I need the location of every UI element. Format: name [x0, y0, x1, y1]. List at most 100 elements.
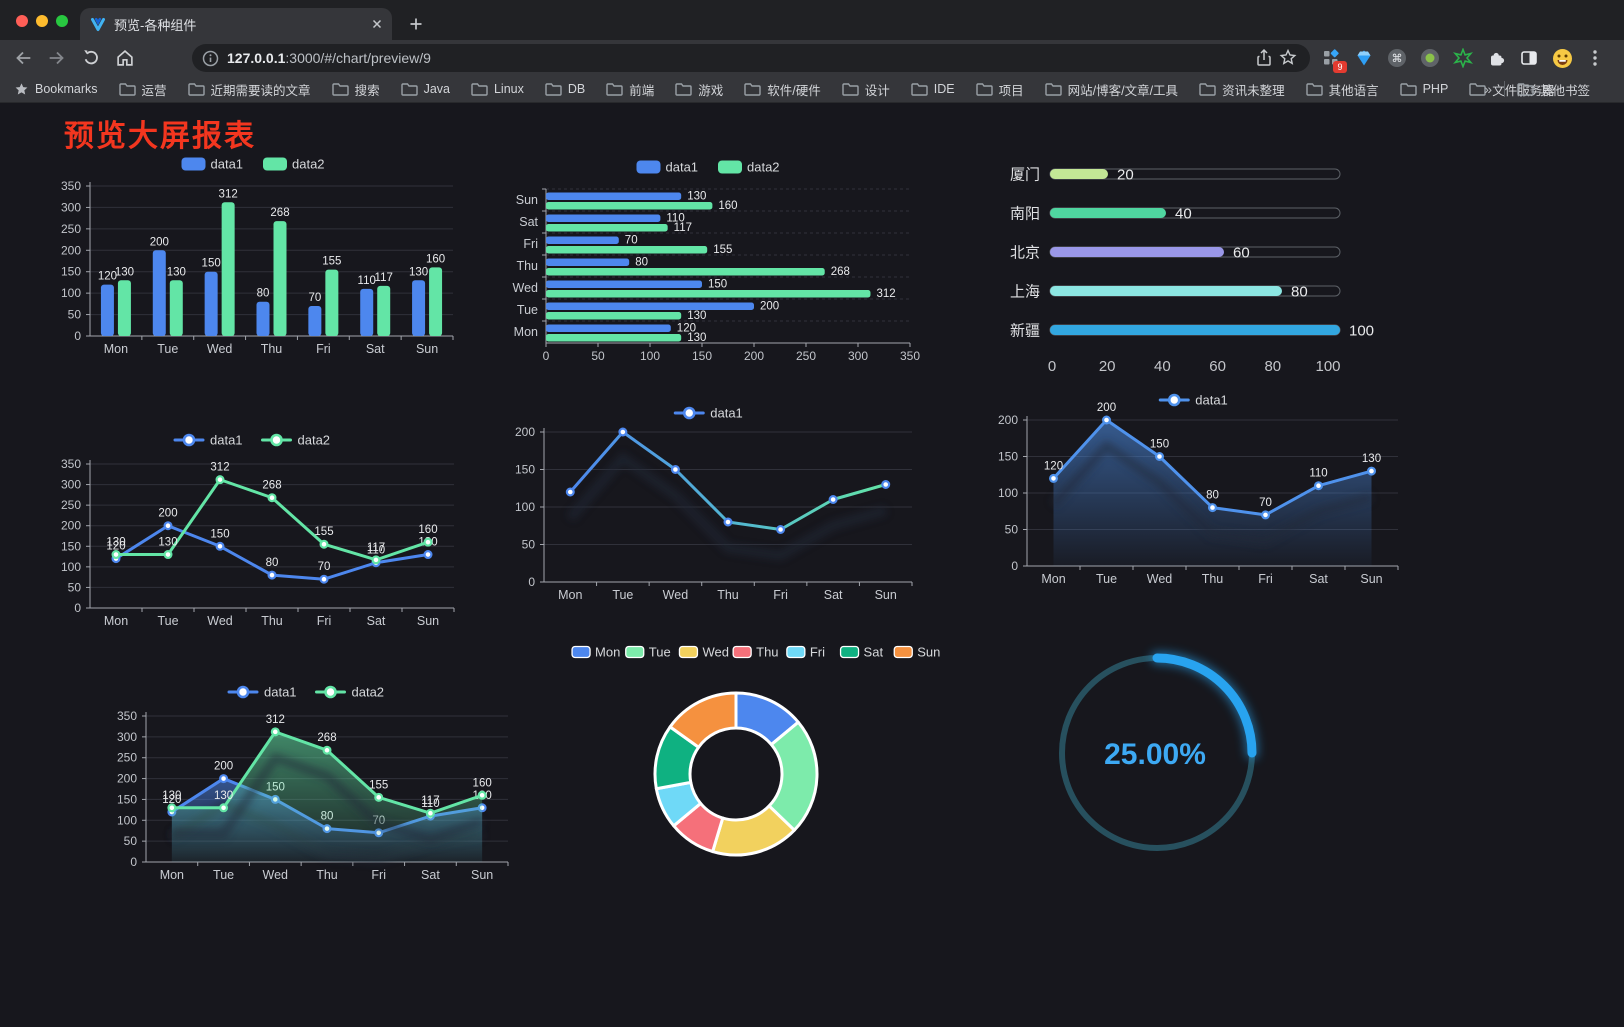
svg-text:data1: data1: [710, 406, 743, 421]
record-extension-button[interactable]: [1419, 47, 1441, 69]
svg-text:Tue: Tue: [157, 614, 178, 628]
tab-close-icon[interactable]: [372, 19, 382, 29]
bookmark-folder[interactable]: 前端: [606, 80, 654, 99]
command-extension-button[interactable]: ⌘: [1386, 47, 1408, 69]
bookmark-folder[interactable]: 运营: [118, 80, 167, 99]
share-icon: [1257, 48, 1271, 66]
svg-text:100: 100: [117, 813, 137, 827]
devtools-extension-button[interactable]: [1452, 47, 1474, 69]
bookmark-label: 游戏: [698, 83, 724, 98]
svg-text:0: 0: [74, 329, 81, 343]
extension-grid-button[interactable]: 9: [1320, 47, 1347, 73]
folder-icon: [1517, 83, 1534, 96]
bookmark-folder[interactable]: 网站/博客/文章/工具: [1044, 80, 1178, 99]
svg-text:80: 80: [1291, 284, 1308, 301]
bookmark-folder[interactable]: 其他语言: [1305, 80, 1379, 99]
multi-line-chart[interactable]: data1 data2 0 50 100 150 200 250 300 350 Mon Tue Wed…: [46, 428, 461, 640]
bookmark-star-button[interactable]: [1276, 46, 1300, 70]
svg-text:Sat: Sat: [421, 868, 440, 882]
svg-text:130: 130: [687, 332, 706, 344]
forward-icon: [49, 51, 64, 65]
home-button[interactable]: [112, 45, 138, 71]
bookmark-folder[interactable]: 文件服务器: [1469, 80, 1555, 99]
svg-text:117: 117: [367, 542, 385, 554]
bookmark-folder[interactable]: 资讯未整理: [1199, 80, 1285, 99]
svg-text:60: 60: [1233, 245, 1250, 262]
svg-text:Sun: Sun: [875, 588, 897, 602]
other-bookmarks-folder[interactable]: 其他书签: [1517, 80, 1590, 99]
svg-text:Wed: Wed: [1147, 572, 1173, 586]
svg-text:Fri: Fri: [810, 645, 825, 660]
svg-text:0: 0: [130, 855, 137, 869]
svg-text:80: 80: [266, 557, 279, 569]
svg-text:80: 80: [635, 257, 648, 269]
bookmark-folder[interactable]: 项目: [975, 80, 1024, 99]
svg-text:250: 250: [796, 349, 816, 363]
bookmark-folder[interactable]: 软件/硬件: [744, 80, 821, 99]
url-text: 127.0.0.1:3000/#/chart/preview/9: [227, 50, 1252, 66]
forward-button[interactable]: [44, 45, 70, 71]
svg-text:Tue: Tue: [649, 645, 671, 660]
svg-text:Fri: Fri: [523, 237, 538, 251]
horizontal-bar-chart[interactable]: data1 data2 Sun Sat Fri Thu Wed Tue Mon 0 50 100 150…: [498, 153, 921, 368]
window-controls: [16, 15, 68, 27]
browser-menu-button[interactable]: [1584, 47, 1606, 69]
bookmarks-overflow-button[interactable]: »: [1484, 81, 1492, 97]
extensions-area: 9 ⌘: [1320, 47, 1606, 73]
browser-tab[interactable]: 预览-各种组件: [80, 8, 392, 40]
svg-text:Sat: Sat: [864, 645, 884, 660]
svg-text:data1: data1: [210, 433, 243, 448]
extensions-puzzle-button[interactable]: [1485, 47, 1507, 69]
folder-icon: [471, 83, 488, 96]
svg-text:40: 40: [1154, 358, 1171, 375]
grouped-bar-chart[interactable]: data1 data2 0 50 100 150 200 250 300 350 Mon Tue Wed…: [48, 150, 460, 365]
bookmark-folder[interactable]: 近期需要读的文章: [187, 80, 311, 99]
svg-text:25.00%: 25.00%: [1104, 738, 1206, 771]
back-button[interactable]: [10, 45, 36, 71]
svg-text:20: 20: [1117, 167, 1134, 184]
donut-chart[interactable]: Mon Tue Wed Thu Fri Sat Sun: [545, 638, 965, 873]
gradient-line-chart[interactable]: data1 0 50 100 150 200 Mon Tue Wed Thu Fri Sat Sun: [500, 400, 920, 612]
bookmark-folder[interactable]: PHP: [1399, 82, 1448, 96]
svg-text:50: 50: [68, 580, 82, 594]
svg-text:80: 80: [1264, 358, 1281, 375]
new-tab-button[interactable]: [404, 12, 428, 36]
zoom-window-button[interactable]: [56, 15, 68, 27]
area-line-chart[interactable]: data1 0 50 100 150 200 Mon Tue Wed Thu Fri Sat Sun 12…: [985, 390, 1405, 595]
tab-title: 预览-各种组件: [114, 17, 197, 33]
close-window-button[interactable]: [16, 15, 28, 27]
bookmark-folder[interactable]: Linux: [471, 82, 524, 96]
svg-text:200: 200: [117, 772, 137, 786]
svg-text:120: 120: [162, 794, 181, 806]
bookmark-label: 其他语言: [1328, 83, 1379, 98]
svg-text:110: 110: [666, 213, 684, 225]
bookmark-folder[interactable]: 设计: [842, 80, 890, 99]
folder-icon: [744, 83, 761, 96]
svg-text:Fri: Fri: [773, 588, 788, 602]
split-view-extension-button[interactable]: [1518, 47, 1540, 69]
svg-text:312: 312: [210, 462, 229, 474]
folder-icon: [606, 83, 623, 96]
bookmark-folder[interactable]: DB: [545, 82, 585, 96]
svg-text:上海: 上海: [1010, 284, 1040, 301]
gem-extension-button[interactable]: [1353, 47, 1375, 69]
bookmark-folder[interactable]: 游戏: [675, 80, 723, 99]
star-icon: [15, 82, 28, 94]
bookmark-folder[interactable]: IDE: [911, 82, 955, 96]
url-bar[interactable]: 127.0.0.1:3000/#/chart/preview/9: [192, 44, 1310, 72]
svg-text:155: 155: [314, 526, 333, 538]
bookmark-folder[interactable]: 搜索: [331, 80, 380, 99]
share-button[interactable]: [1252, 46, 1276, 70]
bookmark-folder[interactable]: Java: [400, 82, 450, 96]
minimize-window-button[interactable]: [36, 15, 48, 27]
site-info-icon[interactable]: [202, 50, 219, 67]
bookmarks-manager-item[interactable]: Bookmarks: [14, 82, 98, 97]
city-progress-chart[interactable]: 厦门 20 南阳 40 北京 60 上海 80 新疆 100 0 20 40 60 80 100: [988, 155, 1403, 383]
svg-text:Sun: Sun: [471, 868, 493, 882]
emoji-extension-button[interactable]: [1551, 47, 1573, 69]
gauge-chart[interactable]: 25.00%: [1040, 640, 1275, 870]
reload-button[interactable]: [78, 45, 104, 71]
svg-text:350: 350: [117, 709, 137, 723]
svg-text:312: 312: [219, 188, 238, 200]
dual-area-chart[interactable]: data1 data2 0 50 100 150 200 250 300 350 Mon Tue Wed…: [100, 680, 515, 890]
